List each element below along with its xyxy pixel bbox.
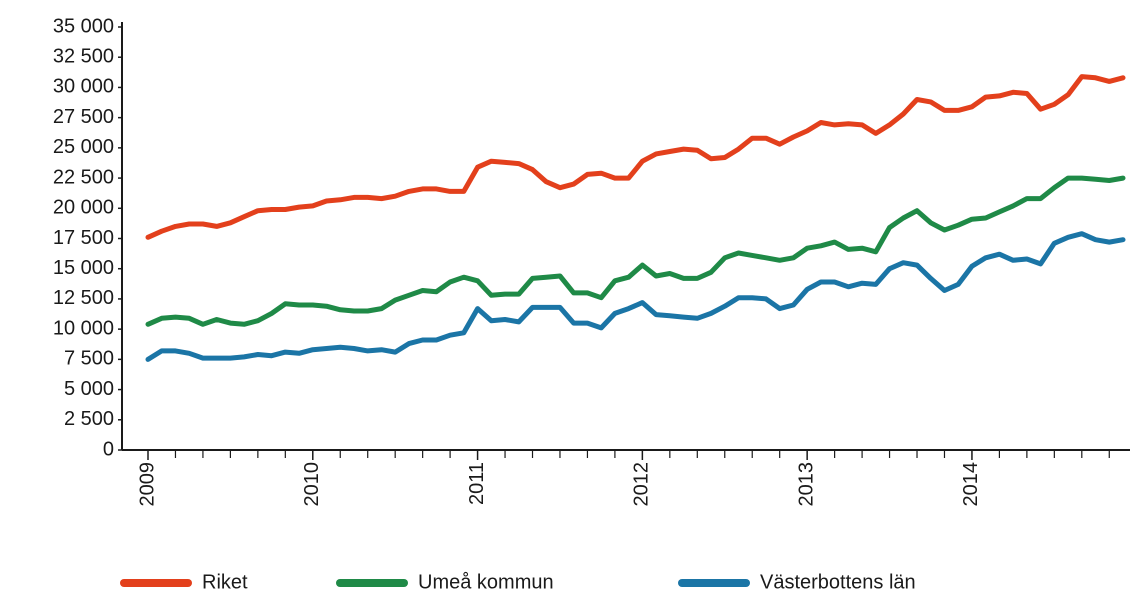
x-tick-label: 2012	[631, 462, 653, 507]
x-tick-label: 2009	[136, 462, 158, 507]
y-tick-label: 32 500	[53, 45, 114, 67]
y-tick-label: 35 000	[53, 15, 114, 37]
y-tick-label: 17 500	[53, 227, 114, 249]
y-tick-label: 15 000	[53, 257, 114, 279]
y-tick-label: 2 500	[64, 408, 114, 430]
series-line	[145, 231, 1126, 362]
x-tick-label: 2010	[301, 462, 323, 507]
y-tick-label: 20 000	[53, 197, 114, 219]
y-tick-label: 7 500	[64, 348, 114, 370]
x-tick-label: 2013	[795, 462, 817, 507]
y-tick-label: 10 000	[53, 317, 114, 339]
legend-label: Umeå kommun	[418, 571, 554, 592]
legend-label: Riket	[202, 571, 248, 592]
y-tick-label: 27 500	[53, 106, 114, 128]
y-tick-label: 30 000	[53, 76, 114, 98]
series-line	[145, 175, 1126, 327]
x-tick-label: 2011	[466, 462, 488, 505]
y-tick-label: 0	[103, 438, 114, 460]
series-line	[145, 74, 1126, 240]
legend-label: Västerbottens län	[760, 571, 916, 592]
y-tick-label: 12 500	[53, 287, 114, 309]
y-tick-label: 5 000	[64, 378, 114, 400]
y-tick-label: 22 500	[53, 166, 114, 188]
x-tick-label: 2014	[960, 462, 982, 507]
y-tick-label: 25 000	[53, 136, 114, 158]
